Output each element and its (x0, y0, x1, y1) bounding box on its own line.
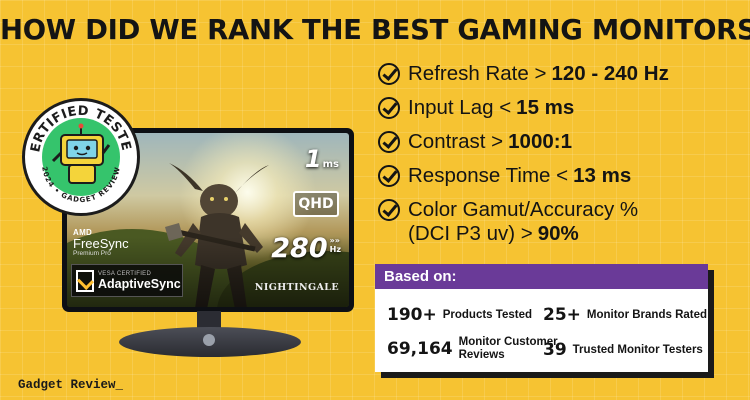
svg-text:CERTIFIED TESTED: CERTIFIED TESTED (25, 101, 134, 154)
check-circle-icon (378, 97, 400, 119)
gadget-review-logo[interactable]: Gadget Review_ (18, 378, 124, 392)
criteria-list: Refresh Rate > 120 - 240 Hz Input Lag < … (378, 62, 748, 258)
stat-customer-reviews: 69,164 Monitor Customer Reviews (387, 336, 558, 361)
stat-products-tested: 190+ Products Tested (387, 305, 532, 325)
gaming-monitor: 1ms QHD 280»» Hz NIGHTINGALE AMD FreeSync… (62, 128, 354, 312)
svg-text:2024 • GADGET REVIEW: 2024 • GADGET REVIEW (40, 166, 122, 204)
stat-brands-rated: 25+ Monitor Brands Rated (543, 305, 708, 325)
response-time-badge: 1ms (304, 145, 339, 173)
adaptivesync-check-icon (76, 269, 94, 292)
seal-bottom-text: 2024 • GADGET REVIEW (40, 166, 121, 204)
check-circle-icon (378, 63, 400, 85)
check-circle-icon (378, 165, 400, 187)
refresh-rate-badge: 280»» Hz (271, 233, 341, 264)
check-circle-icon (378, 131, 400, 153)
criteria-item-color-gamut: Color Gamut/Accuracy % (DCI P3 uv) >90% (378, 198, 748, 258)
stat-trusted-testers: 39 Trusted Monitor Testers (543, 340, 703, 360)
amd-freesync-logo: AMD FreeSync Premium Pro (73, 228, 129, 257)
robot-mascot-icon (51, 123, 111, 184)
criteria-item-response-time: Response Time < 13 ms (378, 164, 748, 198)
vesa-adaptivesync-logo: VESA CERTIFIED AdaptiveSync (71, 264, 183, 297)
monitor-stand (119, 327, 301, 357)
criteria-item-contrast: Contrast > 1000:1 (378, 130, 748, 164)
certified-tested-seal: CERTIFIED TESTED 2024 • GADGET REVIEW (22, 98, 140, 216)
game-logo-text: NIGHTINGALE (254, 282, 339, 293)
check-circle-icon (378, 199, 400, 221)
criteria-item-input-lag: Input Lag < 15 ms (378, 96, 748, 130)
page-title: HOW DID WE RANK THE BEST GAMING MONITORS… (0, 14, 750, 46)
criteria-item-refresh-rate: Refresh Rate > 120 - 240 Hz (378, 62, 748, 96)
based-on-panel: Based on: 190+ Products Tested 25+ Monit… (375, 264, 708, 372)
based-on-heading: Based on: (375, 264, 708, 289)
qhd-badge: QHD (293, 191, 339, 217)
seal-top-text: CERTIFIED TESTED (25, 101, 133, 154)
